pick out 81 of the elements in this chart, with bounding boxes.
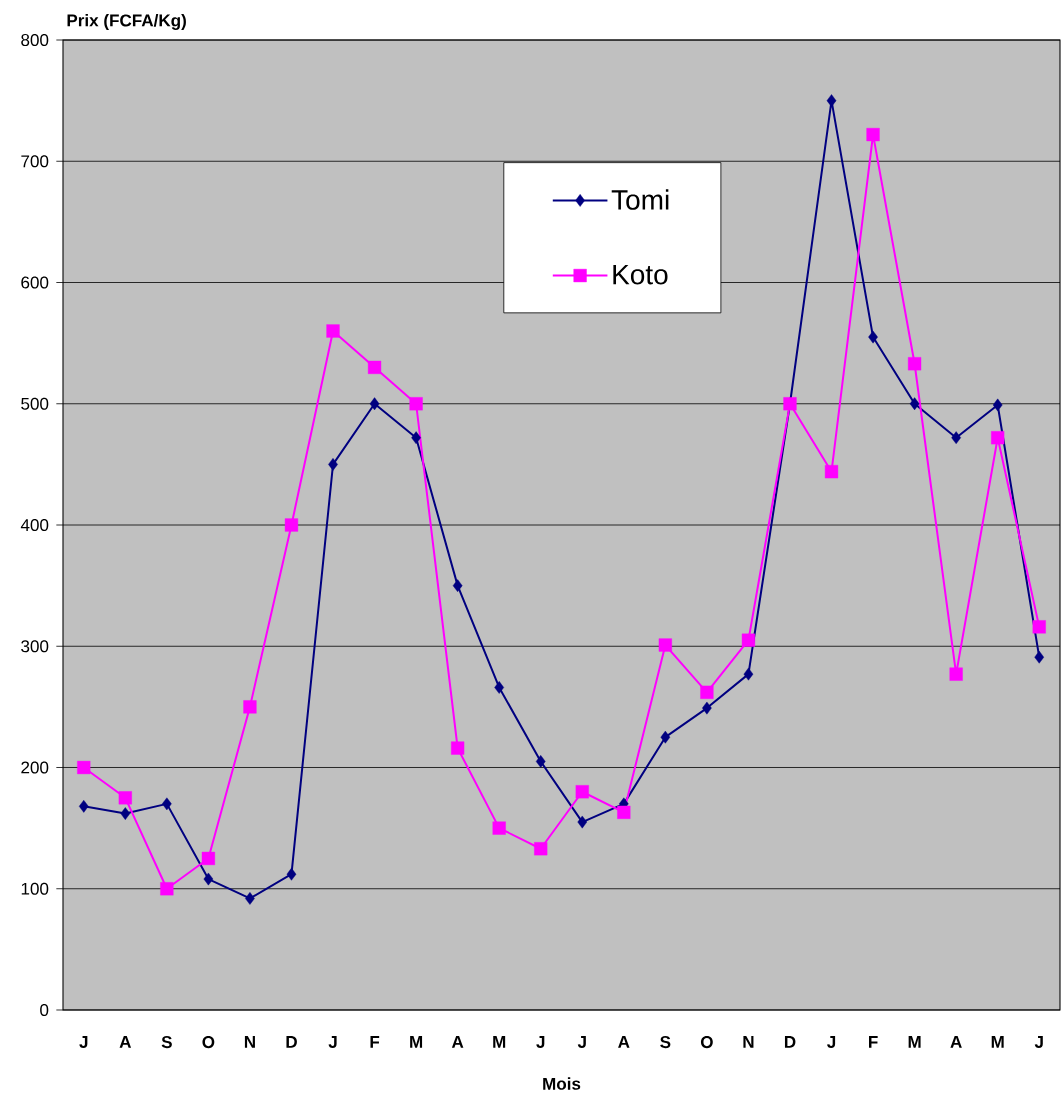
y-tick-label: 700 <box>21 155 49 168</box>
point <box>991 431 1005 445</box>
point <box>702 701 712 715</box>
point <box>577 815 588 829</box>
point <box>120 807 131 820</box>
legend-label: Tomi <box>611 189 669 210</box>
point <box>617 805 631 819</box>
point <box>245 892 255 905</box>
x-tick-label: J <box>577 1036 586 1048</box>
x-tick-label: D <box>286 1036 297 1048</box>
legend-label: Koto <box>613 264 668 285</box>
x-axis-title: Mois <box>543 1077 581 1090</box>
point <box>160 882 174 896</box>
x-tick-label: N <box>244 1036 255 1048</box>
y-tick-label: 300 <box>21 640 49 653</box>
x-tick-label: M <box>493 1036 506 1048</box>
x-tick-label: J <box>79 1036 88 1048</box>
point <box>741 633 756 647</box>
point <box>77 760 91 775</box>
point <box>908 357 922 371</box>
x-tick-label: A <box>451 1036 464 1048</box>
point <box>201 851 215 866</box>
point <box>824 465 839 479</box>
point <box>909 397 920 411</box>
x-tick-label: F <box>869 1036 878 1048</box>
point <box>286 867 297 881</box>
point <box>575 785 589 799</box>
point <box>409 397 423 411</box>
point <box>452 579 463 592</box>
y-tick-label: 400 <box>20 518 49 532</box>
point <box>367 360 382 374</box>
x-tick-label: A <box>119 1036 132 1048</box>
x-tick-label: J <box>328 1036 337 1048</box>
point <box>494 681 504 694</box>
point <box>866 127 880 142</box>
point <box>868 330 878 344</box>
x-tick-label: D <box>784 1036 796 1048</box>
point <box>451 741 465 755</box>
x-tick-label: M <box>410 1036 423 1048</box>
point <box>243 700 257 714</box>
x-tick-label: F <box>370 1036 380 1048</box>
x-tick-label: M <box>908 1036 921 1048</box>
point <box>534 842 548 856</box>
point <box>369 397 380 411</box>
x-tick-label: S <box>161 1036 172 1049</box>
y-tick-label: 0 <box>40 1003 49 1017</box>
y-tick-label: 600 <box>21 276 49 289</box>
y-tick-label: 200 <box>21 761 49 774</box>
point <box>660 730 671 744</box>
point <box>535 755 546 768</box>
x-tick-label: J <box>536 1036 545 1048</box>
point <box>284 518 299 532</box>
x-tick-label: A <box>618 1036 630 1048</box>
point <box>162 797 172 811</box>
point <box>658 638 672 652</box>
point <box>951 431 961 445</box>
point <box>78 799 89 813</box>
point <box>700 685 714 699</box>
point <box>949 667 963 681</box>
x-tick-label: N <box>743 1036 754 1048</box>
y-tick-label: 100 <box>21 882 49 895</box>
point <box>1032 620 1046 634</box>
point <box>992 398 1003 412</box>
x-tick-label: A <box>950 1036 962 1048</box>
point <box>326 324 340 338</box>
point <box>328 458 338 471</box>
point <box>118 791 132 805</box>
y-axis-title: Prix (FCFA/Kg) <box>67 13 186 30</box>
point <box>743 667 754 681</box>
point <box>492 821 506 835</box>
x-tick-label: O <box>202 1036 215 1049</box>
point <box>203 872 214 886</box>
point <box>411 431 421 445</box>
x-tick-label: J <box>1034 1036 1043 1048</box>
x-tick-label: S <box>660 1036 671 1049</box>
y-tick-label: 800 <box>21 33 49 47</box>
x-tick-label: M <box>991 1036 1004 1048</box>
x-tick-label: O <box>700 1036 713 1049</box>
y-tick-label: 500 <box>21 397 49 410</box>
point <box>1034 650 1045 664</box>
x-tick-label: J <box>827 1036 836 1048</box>
